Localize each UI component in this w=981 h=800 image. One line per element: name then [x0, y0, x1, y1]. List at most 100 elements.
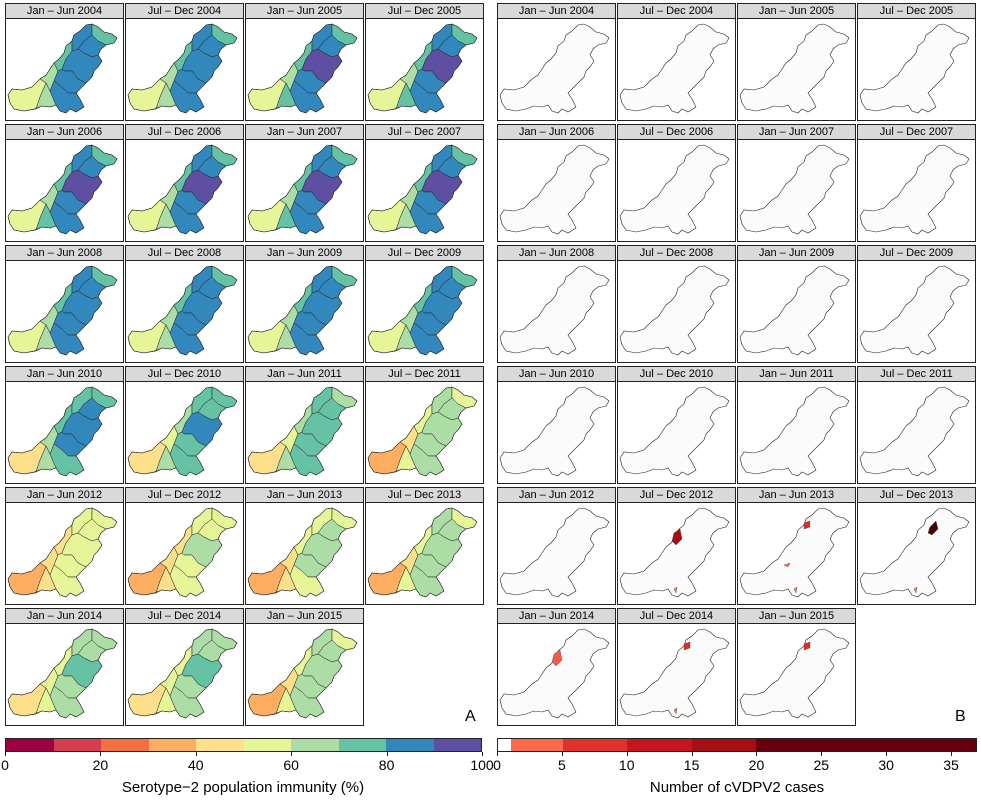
- country-outline: [739, 23, 850, 114]
- country-outline: [499, 144, 610, 235]
- country-outline: [499, 507, 610, 598]
- country-outline: [127, 265, 238, 356]
- legend-tick-mark: [5, 752, 6, 756]
- facet-title: Jul – Dec 2010: [618, 367, 735, 382]
- facet-title: Jan – Jun 2005: [246, 4, 363, 19]
- facet-title: Jan – Jun 2010: [498, 367, 615, 382]
- immunity-map: [127, 23, 238, 114]
- country-outline: [619, 628, 730, 719]
- legend-swatch: [756, 739, 976, 751]
- cases-map: [499, 23, 610, 114]
- immunity-facet: Jul – Dec 2014: [125, 608, 244, 726]
- immunity-map: [247, 144, 358, 235]
- cases-color-legend: [497, 738, 977, 752]
- immunity-map: [367, 507, 478, 598]
- cases-facet: Jul – Dec 2012: [617, 487, 736, 605]
- facet-title: Jan – Jun 2006: [498, 125, 615, 140]
- cases-facet: Jan – Jun 2005: [737, 3, 856, 121]
- immunity-facet: Jul – Dec 2005: [365, 3, 484, 121]
- cases-map: [739, 507, 850, 598]
- immunity-map: [367, 265, 478, 356]
- facet-title: Jul – Dec 2013: [366, 488, 483, 503]
- immunity-legend-title: Serotype−2 population immunity (%): [121, 779, 365, 796]
- facet-title: Jul – Dec 2013: [858, 488, 975, 503]
- legend-swatch: [338, 739, 386, 751]
- legend-swatch: [627, 739, 692, 751]
- cases-map: [499, 507, 610, 598]
- facet-title: Jul – Dec 2005: [858, 4, 975, 19]
- facet-title: Jan – Jun 2010: [6, 367, 123, 382]
- facet-title: Jul – Dec 2004: [126, 4, 243, 19]
- immunity-map: [367, 144, 478, 235]
- country-outline: [7, 386, 118, 477]
- immunity-facet: Jan – Jun 2012: [5, 487, 124, 605]
- facet-title: Jan – Jun 2007: [738, 125, 855, 140]
- panel-b-case-maps: Jan – Jun 2004 Jul – Dec 2004 Jan – Jun 20…: [497, 3, 978, 728]
- cases-map: [859, 386, 970, 477]
- country-outline: [619, 507, 730, 598]
- country-outline: [247, 507, 358, 598]
- cases-facet: Jan – Jun 2010: [497, 366, 616, 484]
- cases-facet: Jan – Jun 2015: [737, 608, 856, 726]
- cases-facet: Jan – Jun 2012: [497, 487, 616, 605]
- cases-facet: Jul – Dec 2006: [617, 124, 736, 242]
- facet-title: Jul – Dec 2010: [126, 367, 243, 382]
- facet-title: Jul – Dec 2005: [366, 4, 483, 19]
- facet-title: Jan – Jun 2004: [498, 4, 615, 19]
- legend-swatch: [510, 739, 563, 751]
- legend-swatch: [101, 739, 149, 751]
- country-outline: [859, 23, 970, 114]
- immunity-map: [247, 628, 358, 719]
- immunity-facet: Jul – Dec 2007: [365, 124, 484, 242]
- immunity-map: [127, 144, 238, 235]
- legend-swatch: [433, 739, 481, 751]
- immunity-facet: Jul – Dec 2011: [365, 366, 484, 484]
- facet-title: Jan – Jun 2015: [738, 609, 855, 624]
- immunity-facet: Jan – Jun 2010: [5, 366, 124, 484]
- country-outline: [127, 23, 238, 114]
- cases-map: [499, 144, 610, 235]
- facet-title: Jan – Jun 2013: [246, 488, 363, 503]
- facet-title: Jan – Jun 2009: [246, 246, 363, 261]
- immunity-facet: Jul – Dec 2009: [365, 245, 484, 363]
- legend-swatch: [386, 739, 434, 751]
- cases-map: [499, 265, 610, 356]
- country-outline: [619, 144, 730, 235]
- cases-map: [739, 628, 850, 719]
- cases-facet: Jul – Dec 2009: [857, 245, 976, 363]
- facet-title: Jan – Jun 2004: [6, 4, 123, 19]
- cases-facet: Jan – Jun 2004: [497, 3, 616, 121]
- legend-swatch: [562, 739, 628, 751]
- legend-swatch: [498, 739, 511, 751]
- cases-map: [619, 386, 730, 477]
- facet-title: Jan – Jun 2006: [6, 125, 123, 140]
- immunity-facet: Jul – Dec 2008: [125, 245, 244, 363]
- facet-title: Jan – Jun 2005: [738, 4, 855, 19]
- legend-swatch: [53, 739, 101, 751]
- facet-title: Jan – Jun 2015: [246, 609, 363, 624]
- immunity-facet: Jul – Dec 2013: [365, 487, 484, 605]
- legend-tick-mark: [291, 752, 293, 756]
- legend-tick-mark: [821, 752, 823, 756]
- facet-title: Jan – Jun 2008: [6, 246, 123, 261]
- country-outline: [859, 144, 970, 235]
- legend-swatch: [243, 739, 291, 751]
- immunity-facet: Jan – Jun 2013: [245, 487, 364, 605]
- cases-map: [739, 23, 850, 114]
- cases-map: [619, 265, 730, 356]
- cases-facet: Jul – Dec 2008: [617, 245, 736, 363]
- country-outline: [859, 386, 970, 477]
- immunity-map: [127, 386, 238, 477]
- facet-title: Jul – Dec 2007: [858, 125, 975, 140]
- legend-tick-label: 0: [493, 757, 501, 773]
- cases-map: [859, 507, 970, 598]
- facet-title: Jul – Dec 2008: [126, 246, 243, 261]
- immunity-map: [127, 628, 238, 719]
- immunity-map: [247, 23, 358, 114]
- country-outline: [367, 23, 478, 114]
- facet-title: Jul – Dec 2006: [126, 125, 243, 140]
- country-outline: [499, 23, 610, 114]
- facet-title: Jul – Dec 2008: [618, 246, 735, 261]
- country-outline: [739, 628, 850, 719]
- immunity-map: [7, 265, 118, 356]
